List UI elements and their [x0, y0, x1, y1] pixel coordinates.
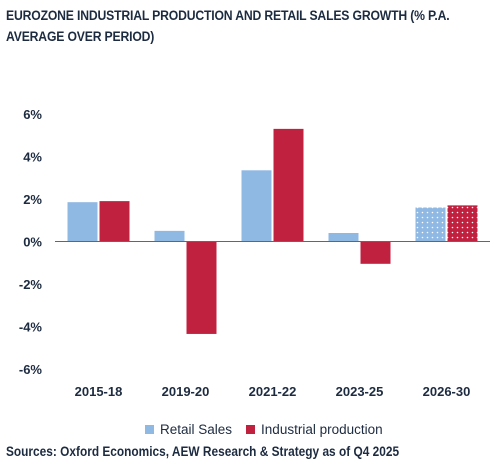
x-tick-label: 2026-30 [423, 384, 471, 399]
bar-retail-sales-2015-18 [67, 202, 98, 242]
bars [67, 128, 478, 334]
legend-label-industrial: Industrial production [261, 421, 383, 437]
bar-retail-sales-2021-22 [241, 170, 272, 242]
legend-label-retail: Retail Sales [160, 421, 233, 437]
x-tick-label: 2021-22 [249, 384, 297, 399]
y-axis: 6% 4% 2% 0% -2% -4% -6% [19, 107, 43, 377]
y-tick-label: 6% [23, 107, 42, 122]
x-tick-label: 2019-20 [162, 384, 210, 399]
legend-swatch-retail [145, 424, 154, 434]
legend: Retail Sales Industrial production [145, 420, 397, 438]
x-tick-label: 2023-25 [336, 384, 384, 399]
y-tick-label: 0% [23, 235, 42, 250]
bar-industrial-production-2023-25 [360, 241, 391, 264]
bar-industrial-production-2015-18 [99, 201, 130, 242]
bar-retail-sales-2026-30 [415, 207, 446, 242]
bar-retail-sales-2019-20 [154, 230, 185, 242]
bar-industrial-production-2019-20 [186, 241, 217, 334]
y-tick-label: 2% [23, 192, 42, 207]
legend-swatch-industrial [246, 424, 256, 434]
legend-item-industrial: Industrial production [246, 422, 383, 437]
bar-retail-sales-2023-25 [328, 233, 359, 242]
bar-industrial-production-2026-30 [447, 205, 478, 242]
y-tick-label: -6% [19, 362, 43, 377]
x-axis: 2015-18 2019-20 2021-22 2023-25 2026-30 [55, 241, 490, 399]
source-note: Sources: Oxford Economics, AEW Research … [6, 444, 400, 459]
legend-item-retail: Retail Sales [145, 422, 232, 437]
chart-title: EUROZONE INDUSTRIAL PRODUCTION AND RETAI… [6, 8, 450, 45]
y-tick-label: -4% [19, 320, 43, 335]
bar-industrial-production-2021-22 [273, 128, 304, 242]
y-tick-label: -2% [19, 277, 43, 292]
y-tick-label: 4% [23, 150, 42, 165]
x-tick-label: 2015-18 [75, 384, 123, 399]
